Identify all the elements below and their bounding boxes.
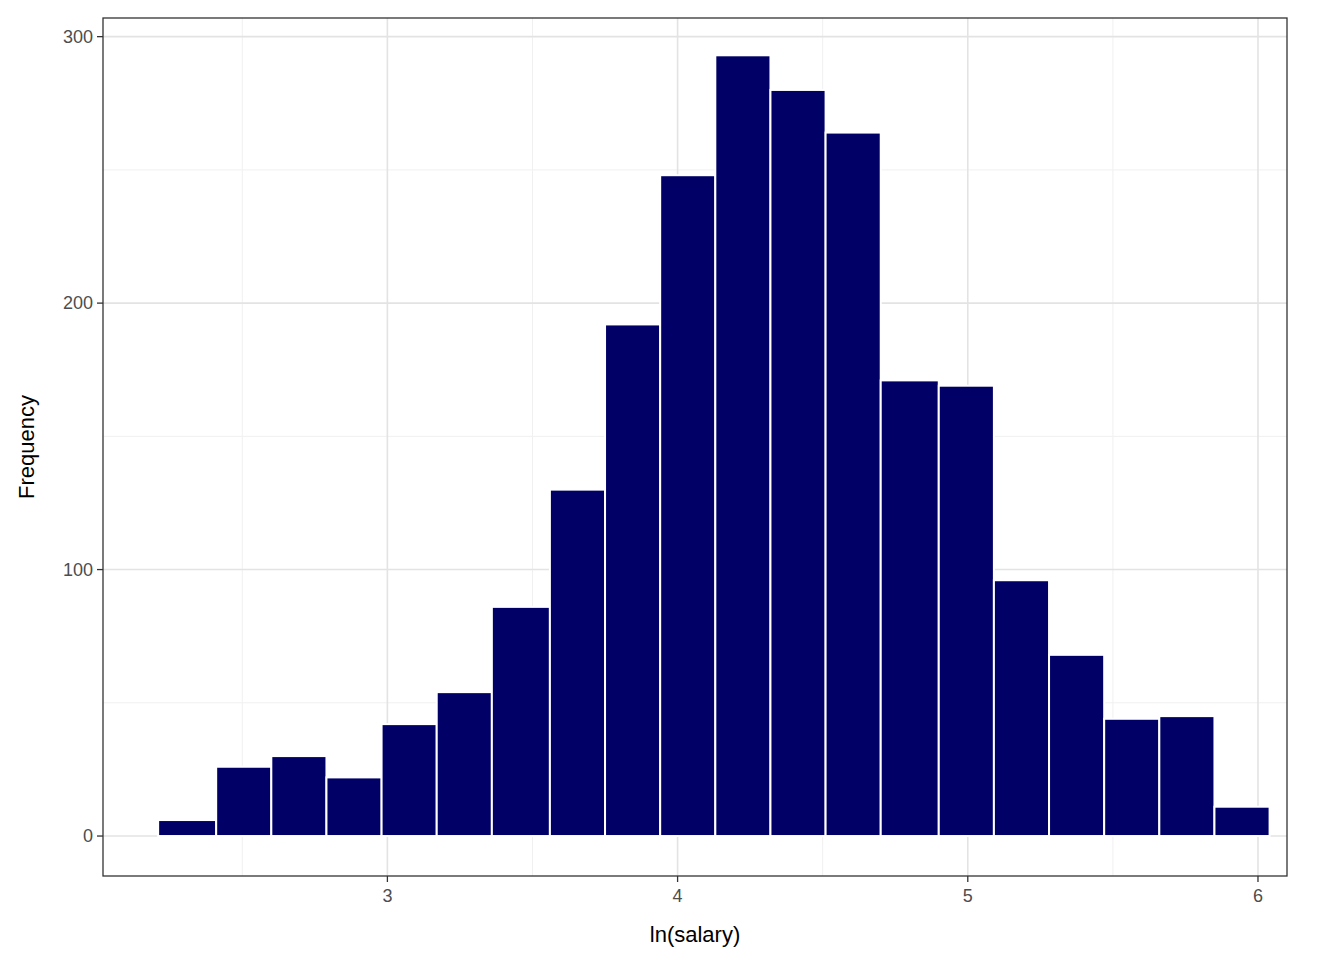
x-tick-label: 3 — [382, 886, 392, 906]
histogram-bar — [1104, 719, 1159, 836]
x-tick — [1257, 876, 1258, 882]
histogram-bar — [881, 380, 939, 836]
histogram-bar — [216, 767, 271, 836]
histogram-bar — [660, 175, 715, 836]
y-tick — [97, 569, 103, 570]
plot-frame — [103, 18, 1287, 876]
grid — [103, 18, 1287, 876]
y-tick-label: 300 — [63, 27, 93, 47]
chart-container: 3 4 5 6 0 100 200 300 ln(salary) Frequency — [0, 0, 1344, 960]
x-tick-label: 5 — [963, 886, 973, 906]
axes: 3 4 5 6 0 100 200 300 — [63, 27, 1263, 906]
histogram-bar — [605, 324, 660, 836]
histogram-bar — [1214, 807, 1269, 836]
y-tick-label: 200 — [63, 293, 93, 313]
histogram-bar — [1049, 655, 1104, 836]
background — [0, 0, 1344, 960]
histogram-bar — [326, 777, 381, 836]
x-tick — [387, 876, 388, 882]
x-tick-label: 6 — [1253, 886, 1263, 906]
x-tick-label: 4 — [673, 886, 683, 906]
histogram-bar — [437, 692, 492, 836]
histogram-bar — [939, 386, 994, 836]
histogram-bar — [1159, 716, 1214, 836]
minor-grid-line — [242, 18, 243, 876]
histogram-bar — [550, 490, 605, 836]
grid-line — [1257, 18, 1259, 876]
histogram-bar — [770, 90, 825, 836]
x-tick — [677, 876, 678, 882]
histogram-bar — [158, 820, 216, 836]
histogram-bar — [826, 133, 881, 836]
y-tick — [97, 36, 103, 37]
x-tick — [967, 876, 968, 882]
chart-svg: 3 4 5 6 0 100 200 300 ln(salary) Frequency — [0, 0, 1344, 960]
histogram-bar — [994, 580, 1049, 836]
histogram-bar — [492, 607, 550, 836]
bars — [158, 55, 1269, 836]
histogram-bar — [715, 55, 770, 836]
y-axis-title: Frequency — [14, 395, 39, 499]
y-tick — [97, 835, 103, 836]
minor-grid-line — [103, 169, 1287, 170]
y-tick-label: 0 — [83, 826, 93, 846]
y-tick — [97, 302, 103, 303]
x-axis-title: ln(salary) — [650, 922, 740, 947]
histogram-bar — [271, 756, 326, 836]
histogram-bar — [382, 724, 437, 836]
grid-line — [103, 36, 1287, 38]
y-tick-label: 100 — [63, 560, 93, 580]
